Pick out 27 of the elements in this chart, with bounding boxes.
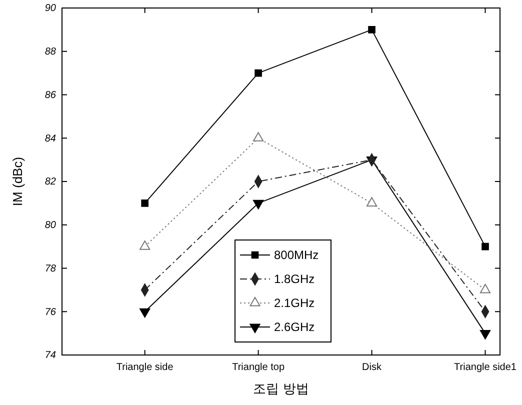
legend-label: 2.1GHz bbox=[274, 296, 315, 310]
point bbox=[254, 69, 262, 77]
legend-label: 1.8GHz bbox=[274, 272, 315, 286]
point bbox=[482, 242, 489, 250]
point bbox=[253, 132, 264, 142]
y-axis-title: IM (dBc) bbox=[10, 156, 25, 206]
y-tick-label: 88 bbox=[44, 46, 56, 58]
y-tick-label: 78 bbox=[44, 263, 56, 274]
y-tick-label: 76 bbox=[44, 306, 56, 318]
x-tick-label: Triangle side bbox=[116, 362, 174, 374]
x-tick-label: Disk bbox=[362, 362, 382, 374]
point bbox=[141, 200, 148, 207]
y-tick-label: 82 bbox=[44, 176, 56, 188]
y-tick-label: 84 bbox=[44, 133, 56, 144]
x-tick-label: Triangle top bbox=[232, 362, 285, 374]
y-tick-label: 86 bbox=[44, 90, 56, 101]
point bbox=[368, 26, 376, 34]
y-tick-label: 80 bbox=[44, 220, 56, 232]
x-axis-title: 조립 방법 bbox=[253, 381, 309, 396]
x-tick-label: Triangle side1 bbox=[454, 362, 517, 374]
point bbox=[140, 308, 150, 318]
y-tick-label: 90 bbox=[44, 3, 56, 14]
point bbox=[480, 330, 491, 340]
point bbox=[253, 200, 264, 210]
y-tick-label: 74 bbox=[44, 350, 56, 362]
legend-label: 800MHz bbox=[274, 248, 319, 262]
legend-label: 2.6GHz bbox=[274, 320, 315, 334]
